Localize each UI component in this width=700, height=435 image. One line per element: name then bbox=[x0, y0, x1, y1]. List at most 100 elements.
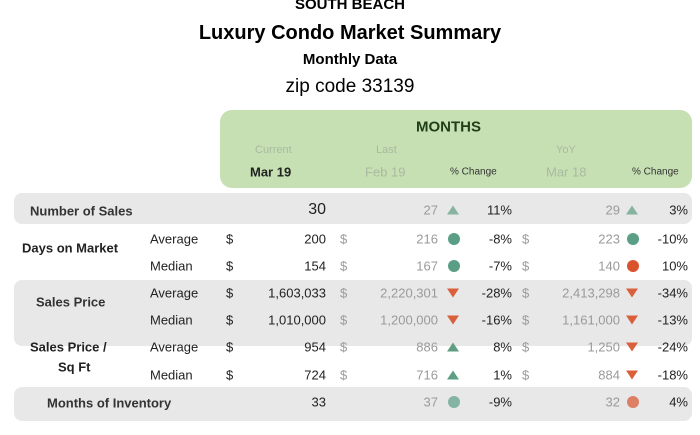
yoy-pct-change: 3% bbox=[669, 202, 688, 218]
yoy-pct-change: 4% bbox=[669, 394, 688, 410]
current-label: Current bbox=[255, 144, 292, 156]
currency-symbol: $ bbox=[522, 339, 530, 355]
current-value: 154 bbox=[304, 258, 326, 274]
sales-price-label: Sales Price bbox=[36, 294, 106, 310]
yoy-month: Mar 18 bbox=[546, 164, 587, 180]
currency-symbol: $ bbox=[340, 312, 348, 328]
months-of-inventory-label: Months of Inventory bbox=[47, 395, 172, 411]
triangle-down-icon bbox=[447, 288, 459, 298]
yoy-label: YoY bbox=[556, 144, 576, 156]
yoy-pct-change: -10% bbox=[657, 231, 688, 247]
days-on-market-label: Days on Market bbox=[22, 240, 119, 256]
triangle-up-icon bbox=[447, 205, 459, 215]
last-month-value: 2,220,301 bbox=[380, 285, 438, 301]
last-month-value: 1,200,000 bbox=[380, 312, 438, 328]
sales-band bbox=[14, 193, 692, 224]
current-month: Mar 19 bbox=[250, 164, 292, 180]
title: Luxury Condo Market Summary bbox=[198, 22, 502, 44]
last-pct-change: -9% bbox=[488, 394, 512, 410]
currency-symbol: $ bbox=[340, 367, 348, 383]
sqft-label-2: Sq Ft bbox=[58, 359, 91, 375]
yoy-value: 32 bbox=[605, 394, 620, 410]
currency-symbol: $ bbox=[522, 285, 530, 301]
last-month-value: 886 bbox=[416, 339, 438, 355]
row-sublabel: Median bbox=[150, 312, 193, 328]
triangle-down-icon bbox=[447, 315, 459, 325]
currency-symbol: $ bbox=[340, 231, 348, 247]
last-pct-change: -8% bbox=[488, 231, 512, 247]
triangle-down-icon bbox=[626, 288, 638, 298]
zip-code: zip code 33139 bbox=[285, 76, 415, 97]
row-sublabel: Median bbox=[150, 258, 193, 274]
last-month: Feb 19 bbox=[365, 164, 406, 180]
currency-symbol: $ bbox=[226, 339, 234, 355]
yoy-value: 140 bbox=[598, 258, 620, 274]
circle-green-icon bbox=[448, 396, 460, 408]
pct-change-header-1: % Change bbox=[450, 166, 497, 178]
months-label: MONTHS bbox=[416, 118, 481, 136]
row-sublabel: Average bbox=[150, 285, 199, 301]
pct-change-header-2: % Change bbox=[632, 166, 679, 178]
row-sublabel: Average bbox=[150, 339, 199, 355]
triangle-down-icon bbox=[626, 315, 638, 325]
yoy-value: 2,413,298 bbox=[562, 285, 620, 301]
last-pct-change: -16% bbox=[481, 312, 512, 328]
current-value: 1,010,000 bbox=[268, 312, 326, 328]
last-month-value: 716 bbox=[416, 367, 438, 383]
current-value: 30 bbox=[308, 201, 326, 218]
currency-symbol: $ bbox=[522, 231, 530, 247]
currency-symbol: $ bbox=[522, 367, 530, 383]
currency-symbol: $ bbox=[226, 231, 234, 247]
currency-symbol: $ bbox=[226, 367, 234, 383]
circle-green-icon bbox=[627, 233, 639, 245]
current-value: 200 bbox=[304, 231, 326, 247]
triangle-up-icon bbox=[447, 370, 459, 380]
yoy-value: 1,250 bbox=[587, 339, 620, 355]
triangle-down-icon bbox=[626, 342, 638, 352]
yoy-value: 884 bbox=[598, 367, 620, 383]
currency-symbol: $ bbox=[226, 312, 234, 328]
sqft-label-1: Sales Price / bbox=[30, 339, 107, 355]
last-pct-change: 1% bbox=[493, 367, 512, 383]
number-of-sales-label: Number of Sales bbox=[30, 203, 133, 219]
title-area: SOUTH BEACH bbox=[294, 0, 405, 13]
yoy-value: 29 bbox=[605, 202, 620, 218]
yoy-pct-change: -34% bbox=[657, 285, 688, 301]
yoy-pct-change: 10% bbox=[661, 258, 688, 274]
circle-red-icon bbox=[627, 396, 639, 408]
row-sublabel: Median bbox=[150, 367, 193, 383]
current-value: 33 bbox=[311, 394, 326, 410]
last-pct-change: 11% bbox=[486, 202, 512, 218]
last-month-value: 216 bbox=[416, 231, 438, 247]
inventory-band bbox=[14, 387, 692, 421]
currency-symbol: $ bbox=[522, 258, 530, 274]
currency-symbol: $ bbox=[226, 258, 234, 274]
last-label: Last bbox=[376, 144, 397, 156]
row-sublabel: Average bbox=[150, 231, 199, 247]
yoy-value: 1,161,000 bbox=[562, 312, 620, 328]
current-value: 954 bbox=[304, 339, 326, 355]
last-pct-change: -7% bbox=[488, 258, 512, 274]
months-header bbox=[220, 110, 692, 188]
triangle-up-icon bbox=[626, 205, 638, 215]
yoy-pct-change: -18% bbox=[657, 367, 688, 383]
yoy-pct-change: -13% bbox=[657, 312, 688, 328]
currency-symbol: $ bbox=[340, 285, 348, 301]
circle-red-icon bbox=[627, 260, 639, 272]
price-band bbox=[14, 280, 692, 346]
currency-symbol: $ bbox=[340, 339, 348, 355]
yoy-value: 223 bbox=[598, 231, 620, 247]
currency-symbol: $ bbox=[226, 285, 234, 301]
last-pct-change: -28% bbox=[481, 285, 512, 301]
yoy-pct-change: -24% bbox=[657, 339, 688, 355]
last-month-value: 167 bbox=[416, 258, 438, 274]
current-value: 724 bbox=[304, 367, 326, 383]
subtitle: Monthly Data bbox=[302, 51, 398, 68]
current-value: 1,603,033 bbox=[268, 285, 326, 301]
last-month-value: 27 bbox=[423, 202, 438, 218]
circle-green-icon bbox=[448, 233, 460, 245]
last-pct-change: 8% bbox=[493, 339, 512, 355]
currency-symbol: $ bbox=[522, 312, 530, 328]
triangle-down-icon bbox=[626, 370, 638, 380]
currency-symbol: $ bbox=[340, 258, 348, 274]
